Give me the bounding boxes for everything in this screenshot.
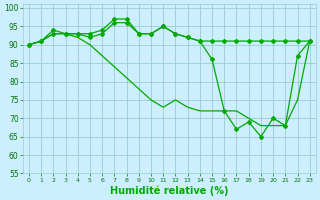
X-axis label: Humidité relative (%): Humidité relative (%) [110,185,228,196]
